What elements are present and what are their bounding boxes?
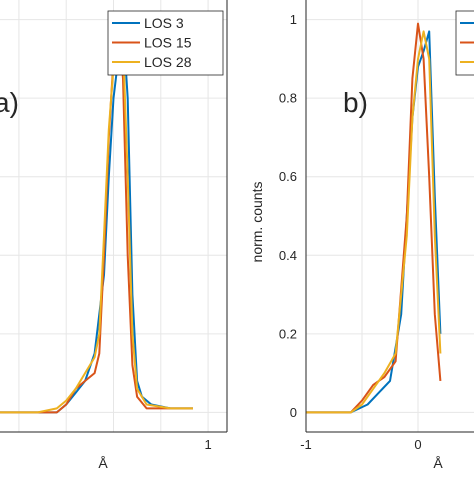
- panel-b-y-tick-label: 0.6: [279, 169, 297, 184]
- panel-b-label: b): [343, 87, 368, 118]
- panel-b-series-line-1: [306, 22, 442, 414]
- panel-a-series-line-0: [0, 22, 193, 414]
- panel-a-x-ticks: 1: [204, 437, 211, 452]
- panel-b-series: [306, 22, 442, 414]
- panel-b: -1 0 0 0.2 0.4 0.6 0.8 1 b) norm. counts Å: [249, 0, 474, 471]
- panel-b-grid: [306, 0, 474, 432]
- panel-a-legend: LOS 3 LOS 15 LOS 28: [107, 10, 224, 76]
- panel-a-label: a): [0, 87, 19, 118]
- panel-a-series-line-2: [0, 34, 193, 414]
- panel-b-y-ticks: 0 0.2 0.4 0.6 0.8 1: [279, 12, 297, 420]
- panel-a-x-axis-label: Å: [98, 455, 108, 471]
- panel-a-x-tick-label: 1: [204, 437, 211, 452]
- panel-a-legend-label-1: LOS 15: [144, 35, 192, 51]
- panel-b-x-axis-label: Å: [433, 455, 443, 471]
- panel-b-y-tick-label: 0: [290, 405, 297, 420]
- panel-b-y-axis-label: norm. counts: [249, 182, 265, 263]
- panel-b-y-tick-label: 1: [290, 12, 297, 27]
- panel-b-y-tick-label: 0.8: [279, 91, 297, 106]
- panel-b-legend: [455, 10, 474, 76]
- panel-b-x-tick-label: 0: [414, 437, 421, 452]
- panel-a-series: [0, 22, 193, 414]
- panel-a-legend-label-0: LOS 3: [144, 15, 184, 31]
- panel-b-y-tick-label: 0.2: [279, 326, 297, 341]
- panel-b-x-tick-label: -1: [300, 437, 312, 452]
- panel-b-series-line-2: [306, 30, 442, 414]
- panel-a-legend-label-2: LOS 28: [144, 54, 192, 70]
- panel-a-series-line-1: [0, 22, 193, 414]
- panel-a: 1 a) Å LOS 3 LOS 15 LOS 28: [0, 0, 228, 471]
- panel-b-x-ticks: -1 0: [300, 437, 421, 452]
- panel-b-y-tick-label: 0.4: [279, 248, 297, 263]
- panel-b-series-line-0: [306, 30, 442, 414]
